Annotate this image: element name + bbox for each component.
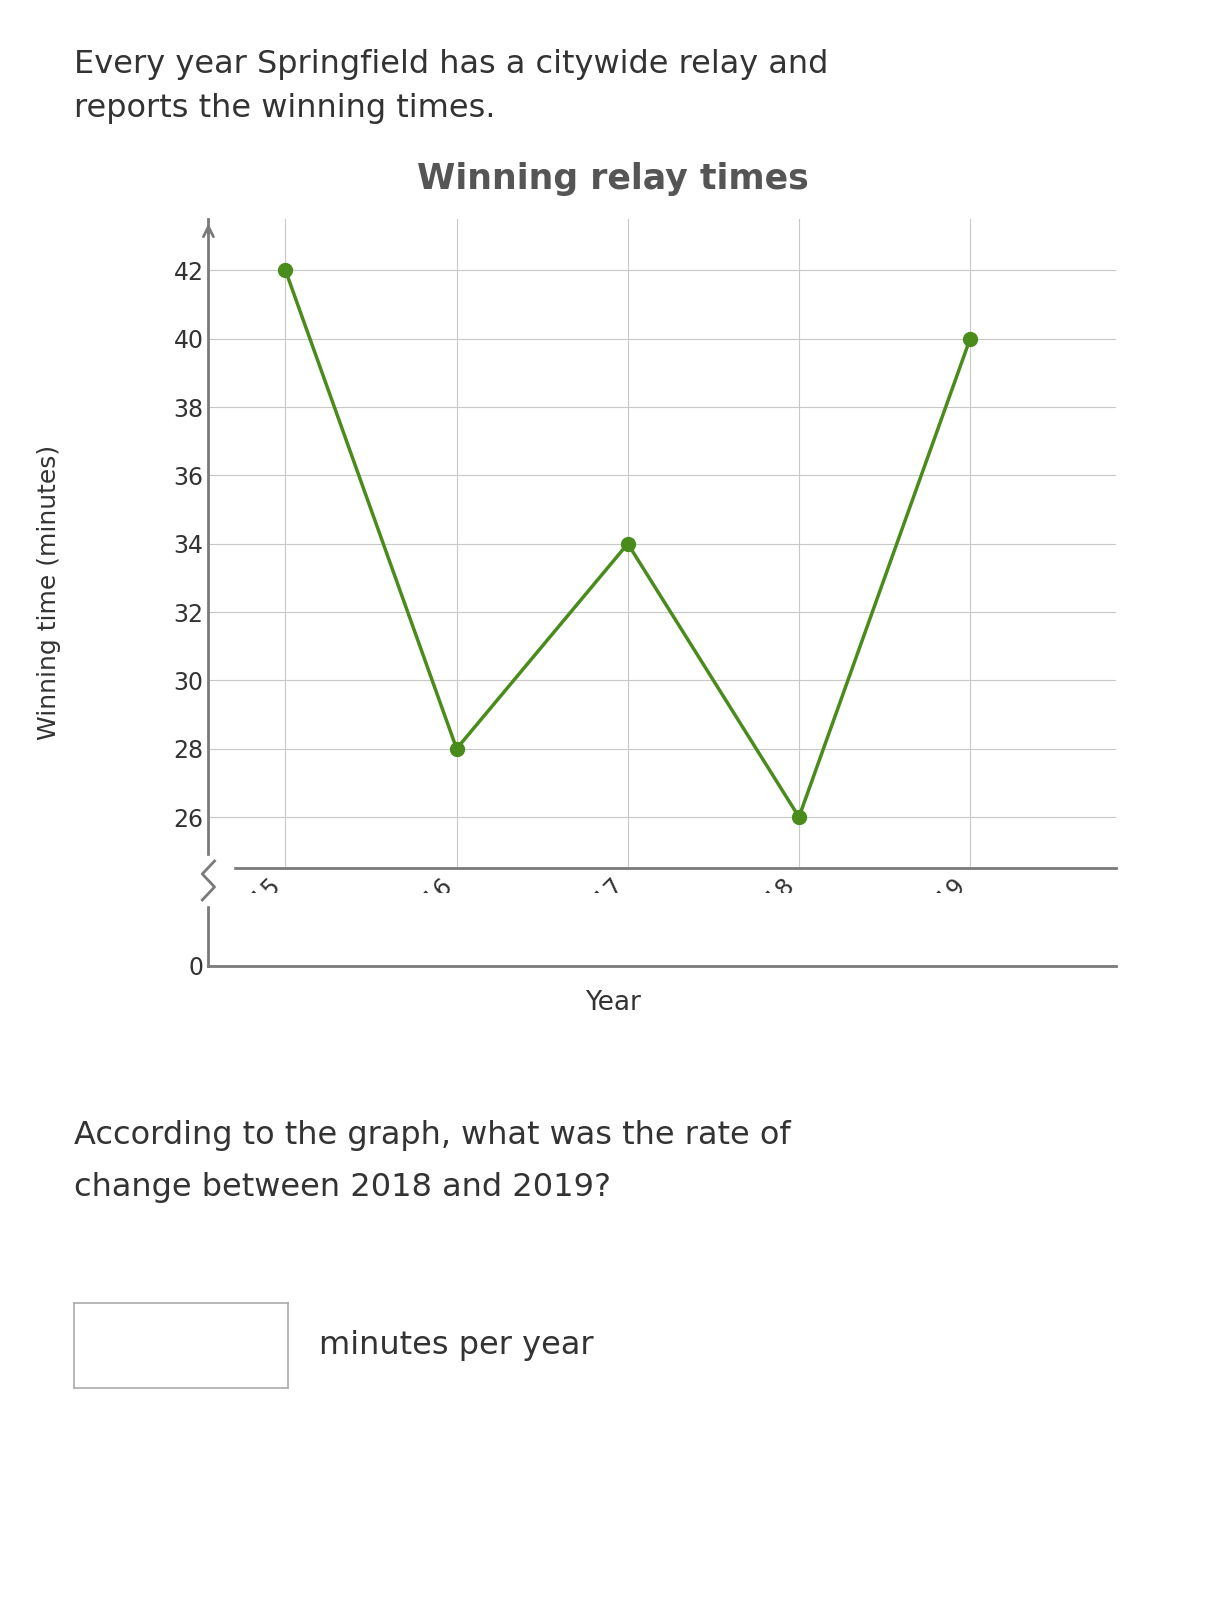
- Text: According to the graph, what was the rate of: According to the graph, what was the rat…: [74, 1120, 791, 1151]
- Text: minutes per year: minutes per year: [319, 1329, 593, 1362]
- Point: [618, 531, 638, 557]
- Text: Winning relay times: Winning relay times: [417, 162, 809, 196]
- Point: [276, 258, 295, 284]
- Text: Every year Springfield has a citywide relay and: Every year Springfield has a citywide re…: [74, 49, 828, 80]
- Text: reports the winning times.: reports the winning times.: [74, 93, 495, 123]
- Text: Year: Year: [585, 990, 641, 1016]
- Text: Winning time (minutes): Winning time (minutes): [37, 445, 61, 740]
- Point: [790, 803, 809, 829]
- Point: [960, 326, 980, 352]
- Text: change between 2018 and 2019?: change between 2018 and 2019?: [74, 1172, 611, 1203]
- Point: [446, 735, 466, 761]
